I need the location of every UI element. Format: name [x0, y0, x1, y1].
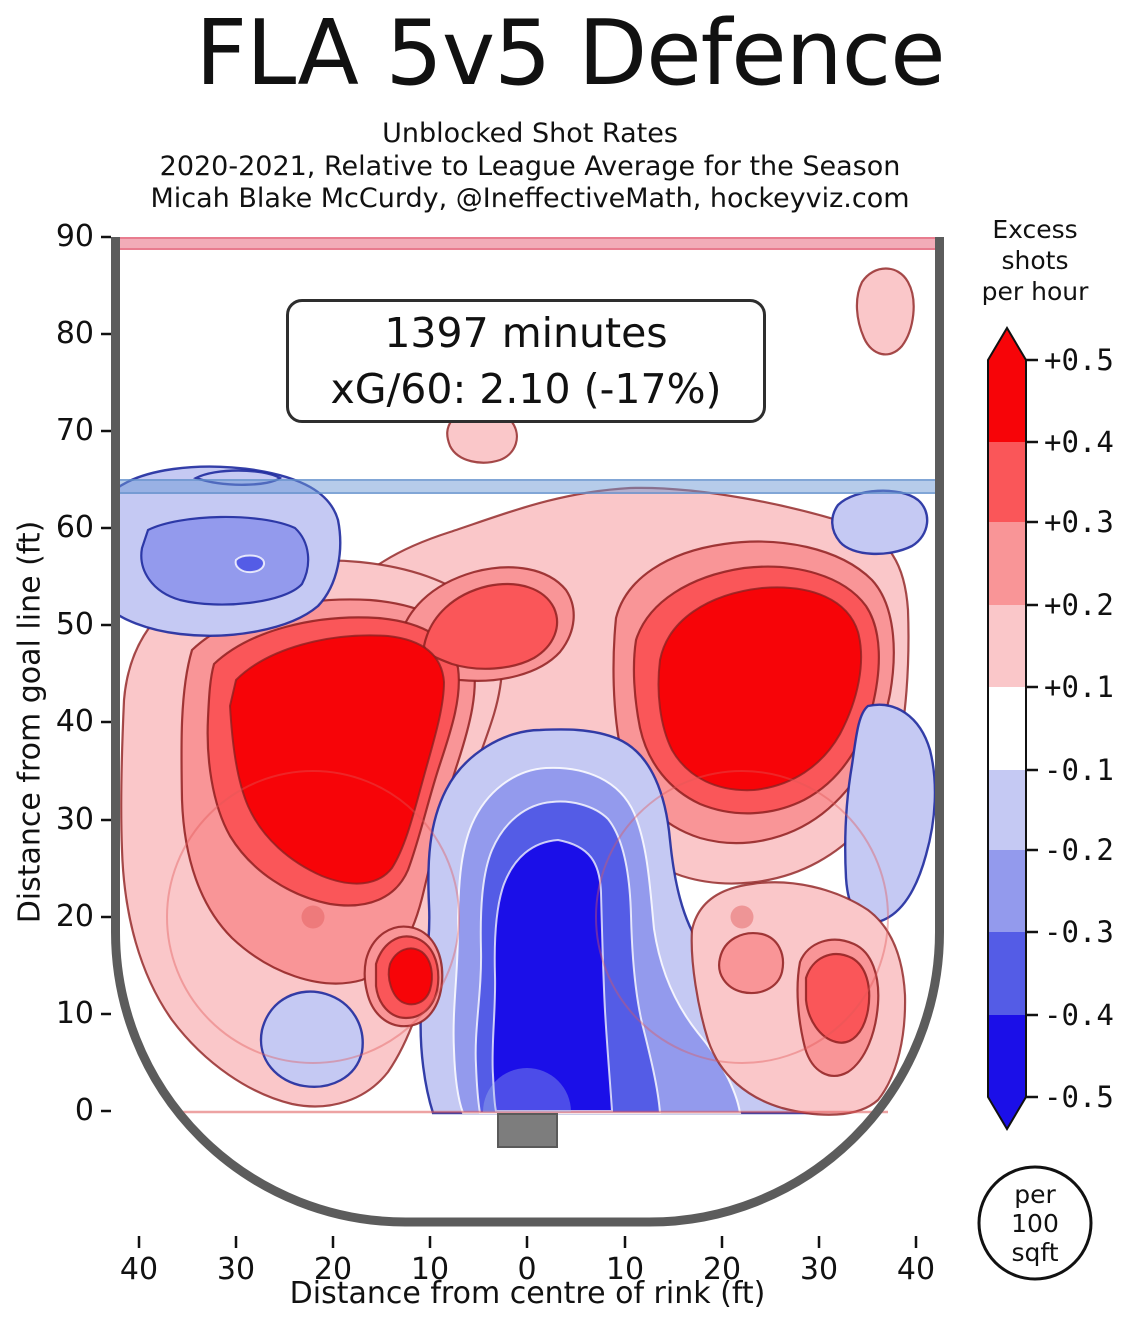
- cold-right-boards: [844, 703, 937, 924]
- ytick-60: 60: [55, 510, 94, 545]
- cold-topleft-inner: [140, 515, 310, 606]
- ytick-20: 20: [55, 899, 94, 934]
- axis-ticks: [101, 235, 918, 1248]
- centre-red-line: [115, 237, 940, 250]
- faceoff-circle-right: [595, 770, 889, 1064]
- xtick-l20: 20: [313, 1252, 353, 1287]
- hot-core-right: [657, 586, 863, 792]
- xtick-r30: 30: [799, 1252, 839, 1287]
- colorbar-label-p02: +0.2: [1044, 588, 1114, 622]
- cold-bottom-left: [259, 990, 364, 1088]
- colorbar-label-m04: -0.4: [1044, 998, 1114, 1032]
- cold-topleft-core: [234, 554, 265, 574]
- blue-line: [115, 479, 940, 494]
- attribution: Micah Blake McCurdy, @IneffectiveMath, h…: [150, 183, 910, 214]
- ytick-90: 90: [55, 219, 94, 254]
- colorbar-label-m02: -0.2: [1044, 833, 1114, 867]
- colorbar-label-m03: -0.3: [1044, 915, 1114, 949]
- colorbar-title-line2: shots: [1001, 246, 1069, 275]
- ytick-10: 10: [55, 996, 94, 1031]
- xtick-l40: 40: [119, 1252, 159, 1287]
- faceoff-dot-right: [730, 905, 754, 929]
- cold-topright: [831, 489, 929, 556]
- colorbar-label-m05: -0.5: [1044, 1080, 1114, 1114]
- colorbar-title-line3: per hour: [981, 277, 1089, 306]
- ytick-30: 30: [55, 802, 94, 837]
- hot-dot-core: [387, 947, 433, 1006]
- cold-slot-core: [491, 838, 614, 1112]
- x-axis-label: Distance from centre of rink (ft): [289, 1276, 766, 1311]
- per-area-badge-circle: [977, 1165, 1093, 1281]
- xtick-l10: 10: [410, 1252, 450, 1287]
- colorbar-label-p01: +0.1: [1044, 670, 1114, 704]
- xtick-r10: 10: [605, 1252, 645, 1287]
- hot-core-left: [228, 634, 446, 885]
- subtitle-block: Unblocked Shot Rates 2020-2021, Relative…: [0, 118, 1060, 216]
- hot-claw-lobe-small: [718, 932, 785, 995]
- hot-high-centre-top: [422, 582, 559, 670]
- stats-xg: xG/60: 2.10 (-17%): [330, 365, 722, 413]
- ytick-80: 80: [55, 316, 94, 351]
- hot-patch-neutral-right: [855, 267, 915, 356]
- colorbar-ticks: [1026, 358, 1038, 1099]
- y-axis-label: Distance from goal line (ft): [12, 520, 48, 924]
- ytick-0: 0: [74, 1093, 94, 1128]
- xtick-r40: 40: [896, 1252, 936, 1287]
- hot-claw-core: [804, 953, 871, 1044]
- rink-boards: [111, 237, 944, 1227]
- colorbar-label-p04: +0.4: [1044, 425, 1114, 459]
- colorbar: [977, 326, 1093, 1281]
- subtitle-season: 2020-2021, Relative to League Average fo…: [159, 150, 901, 182]
- xtick-r20: 20: [702, 1252, 742, 1287]
- badge-line1: per: [1014, 1180, 1056, 1209]
- goal-net: [497, 1113, 558, 1148]
- badge-line2: 100: [1011, 1209, 1059, 1238]
- colorbar-title-line1: Excess: [992, 215, 1078, 244]
- per-area-badge: per 100 sqft: [985, 1180, 1085, 1267]
- colorbar-label-m01: -0.1: [1044, 753, 1114, 787]
- faceoff-circle-left: [166, 770, 460, 1064]
- ytick-70: 70: [55, 413, 94, 448]
- faceoff-dot-left: [301, 905, 325, 929]
- goal-crease: [483, 1068, 571, 1112]
- colorbar-label-p05: +0.5: [1044, 343, 1114, 377]
- ytick-50: 50: [55, 607, 94, 642]
- stats-box: 1397 minutes xG/60: 2.10 (-17%): [286, 299, 766, 423]
- colorbar-title: Excess shots per hour: [955, 214, 1115, 307]
- xtick-0: 0: [517, 1252, 537, 1287]
- badge-line3: sqft: [1011, 1238, 1059, 1267]
- colorbar-arrow-bottom: [988, 1097, 1026, 1129]
- page-title: FLA 5v5 Defence: [195, 1, 945, 106]
- colorbar-arrow-top: [988, 328, 1026, 360]
- colorbar-label-p03: +0.3: [1044, 505, 1114, 539]
- ytick-40: 40: [55, 704, 94, 739]
- subtitle-shot-rates: Unblocked Shot Rates: [382, 118, 678, 149]
- stats-minutes: 1397 minutes: [384, 309, 668, 357]
- xtick-l30: 30: [216, 1252, 256, 1287]
- rink-markings: [115, 237, 940, 1148]
- contour-blobs: [115, 267, 937, 1116]
